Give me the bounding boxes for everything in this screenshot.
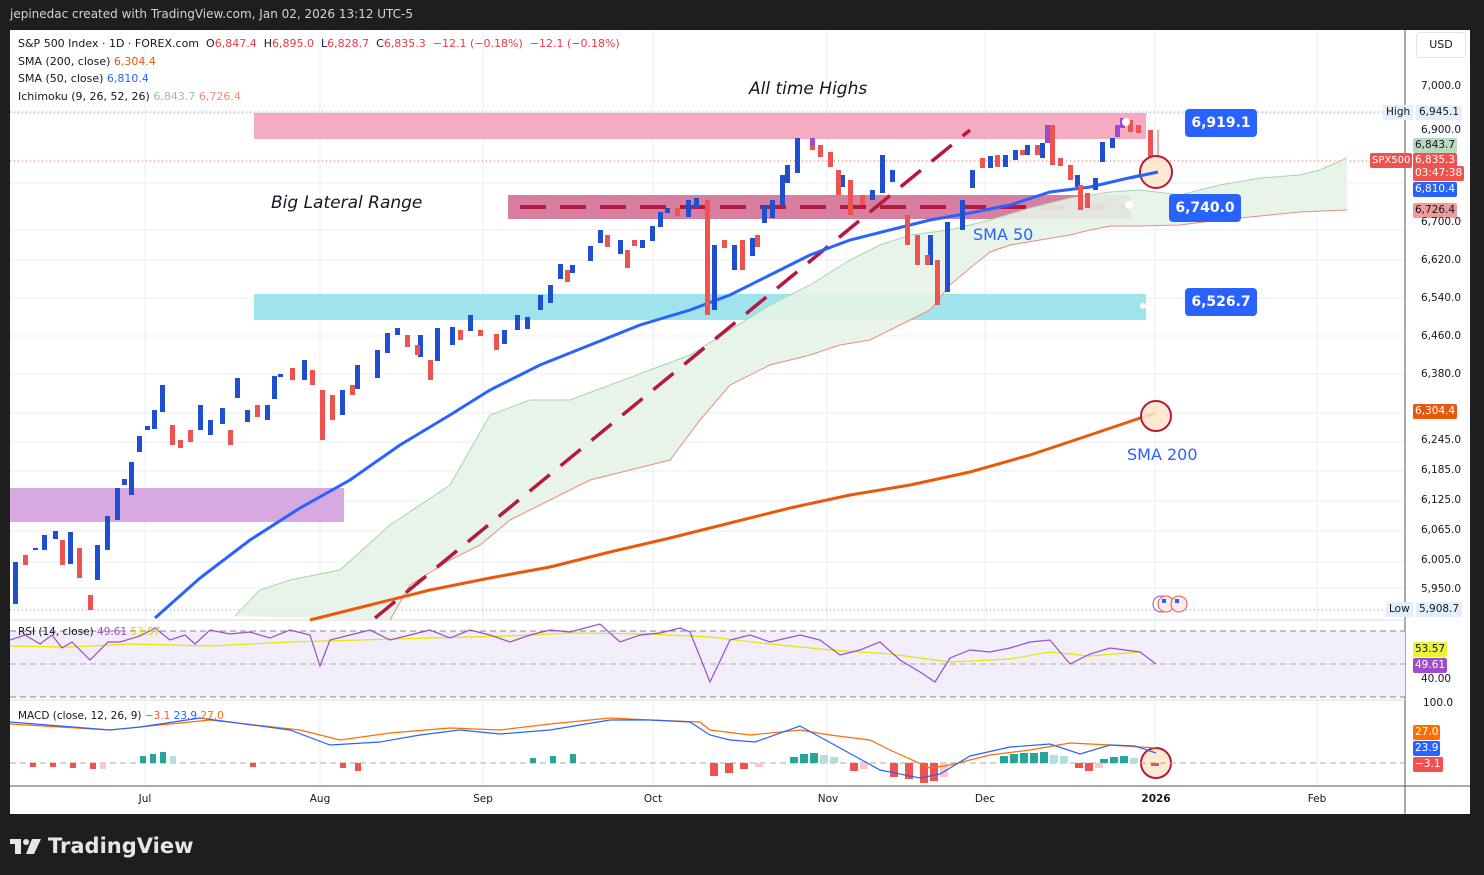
low-value-tag: 5,908.7 <box>1416 602 1463 617</box>
price-tick: 6,700.0 <box>1421 216 1462 228</box>
attribution: jepinedac created with TradingView.com, … <box>10 7 414 21</box>
macd-hist-tag: −3.1 <box>1413 757 1443 772</box>
sma50-annotation[interactable]: SMA 50 <box>973 225 1034 244</box>
price-tick: 6,245.0 <box>1421 434 1462 446</box>
countdown-tag: 03:47:38 <box>1413 166 1465 181</box>
tradingview-logo-icon <box>10 839 41 854</box>
time-label: Dec <box>974 793 996 805</box>
price-tick: 6,900.0 <box>1421 124 1462 136</box>
change-value: −12.1 (−0.18%) <box>432 37 523 50</box>
time-label: Oct <box>643 793 663 805</box>
time-label: Jul <box>138 793 152 805</box>
old-range-zone <box>10 488 344 522</box>
us-flag-event-icons[interactable] <box>1152 595 1188 613</box>
price-tick: 6,125.0 <box>1421 494 1462 506</box>
symbol-label[interactable]: S&P 500 Index · 1D · FOREX.com <box>18 37 200 50</box>
brand-name: TradingView <box>48 834 194 858</box>
ichimoku-lead-tag: 6,843.7 <box>1413 138 1458 153</box>
price-tick: 6,540.0 <box>1421 292 1462 304</box>
macd-tick: 100.0 <box>1423 697 1454 709</box>
rsi-ma-tag: 53.57 <box>1413 642 1448 657</box>
sma200-annotation[interactable]: SMA 200 <box>1127 445 1198 464</box>
time-label: Sep <box>473 793 493 805</box>
ath-zone <box>254 113 1146 139</box>
tradingview-logo[interactable]: TradingView <box>10 832 193 860</box>
chart-legend: S&P 500 Index · 1D · FOREX.com O6,847.4 … <box>18 35 620 105</box>
last-price-tag: 6,835.3 <box>1413 153 1458 168</box>
all-time-highs-label[interactable]: All time Highs <box>749 79 868 99</box>
ohlc-row: S&P 500 Index · 1D · FOREX.com O6,847.4 … <box>18 37 620 50</box>
sma50-tag: 6,810.4 <box>1413 182 1458 197</box>
price-tick: 7,000.0 <box>1421 80 1462 92</box>
macd-signal-tag: 27.0 <box>1413 725 1441 740</box>
low-label: Low <box>1386 602 1413 617</box>
high-value-tag: 6,945.1 <box>1416 105 1463 120</box>
high-label: High <box>1383 105 1414 120</box>
high-value: 6,895.0 <box>271 37 314 50</box>
currency-button[interactable]: USD <box>1416 32 1466 58</box>
price-tick: 6,005.0 <box>1421 554 1462 566</box>
rsi-tick: 40.00 <box>1421 673 1452 685</box>
price-tick: 6,460.0 <box>1421 330 1462 342</box>
symbol-tag[interactable]: SPX500 <box>1370 153 1413 168</box>
time-label: Nov <box>817 793 839 805</box>
price-tick: 5,950.0 <box>1421 583 1462 595</box>
candles <box>13 118 1159 610</box>
time-label: Aug <box>309 793 331 805</box>
price-tick: 6,620.0 <box>1421 254 1462 266</box>
price-tick: 6,185.0 <box>1421 464 1462 476</box>
open-value: 6,847.4 <box>214 37 257 50</box>
price-chart[interactable] <box>10 30 1470 814</box>
sma200-tag: 6,304.4 <box>1413 404 1458 419</box>
low-value: 6,828.7 <box>327 37 370 50</box>
callout-6526[interactable]: 6,526.7 <box>1185 288 1257 316</box>
sma200-legend[interactable]: SMA (200, close) 6,304.4 <box>18 54 156 68</box>
macd-tag: 23.9 <box>1413 741 1441 756</box>
callout-6740[interactable]: 6,740.0 <box>1169 194 1241 222</box>
close-value: 6,835.3 <box>383 37 426 50</box>
time-label: Feb <box>1307 793 1327 805</box>
rsi-legend[interactable]: RSI (14, close) 49.61 53.57 <box>18 626 161 638</box>
callout-6919[interactable]: 6,919.1 <box>1185 109 1257 137</box>
time-label: 2026 <box>1141 793 1171 805</box>
ichimoku-lag-tag: 6,726.4 <box>1413 203 1458 218</box>
sma50-legend[interactable]: SMA (50, close) 6,810.4 <box>18 72 149 85</box>
price-tick: 6,065.0 <box>1421 524 1462 536</box>
macd-legend[interactable]: MACD (close, 12, 26, 9) −3.1 23.9 27.0 <box>18 710 224 722</box>
price-tick: 6,380.0 <box>1421 368 1462 380</box>
ichimoku-legend[interactable]: Ichimoku (9, 26, 52, 26) 6,843.7 6,726.4 <box>18 89 241 103</box>
rsi-tag: 49.61 <box>1413 658 1448 673</box>
change-value-2: −12.1 (−0.18%) <box>529 37 620 50</box>
big-lateral-range-label[interactable]: Big Lateral Range <box>271 193 423 213</box>
